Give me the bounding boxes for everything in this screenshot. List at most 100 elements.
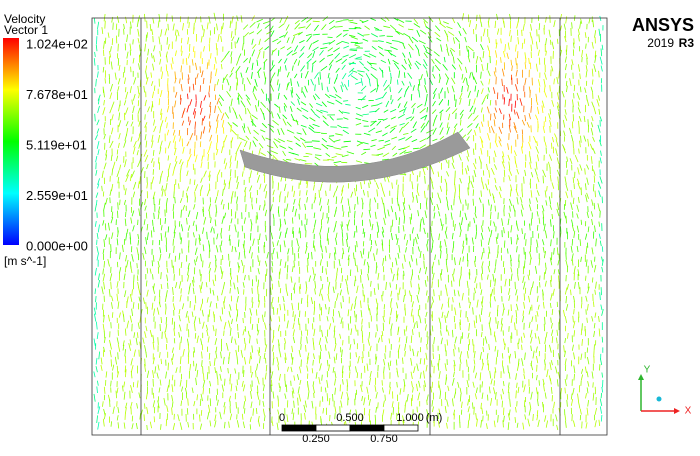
vector (200, 161, 203, 168)
vector (202, 244, 205, 252)
vector (426, 343, 428, 350)
vector (502, 365, 505, 374)
vector (390, 205, 394, 213)
vector (444, 231, 448, 239)
vector (425, 120, 430, 127)
vector (381, 243, 384, 252)
vector (300, 124, 307, 128)
vector (572, 177, 575, 183)
vector (219, 315, 222, 322)
vector (467, 165, 470, 171)
vector (137, 233, 140, 240)
vector (412, 192, 414, 198)
vector (515, 406, 517, 413)
vector (254, 78, 258, 87)
vector (420, 125, 426, 133)
vector (95, 296, 97, 303)
vector (550, 360, 553, 366)
vector (335, 185, 339, 192)
vector (589, 143, 593, 151)
vector (109, 343, 112, 350)
vector (234, 111, 238, 119)
vector (279, 231, 282, 239)
vector (418, 380, 421, 388)
vector (220, 56, 226, 63)
vector (348, 34, 356, 38)
vector (240, 349, 243, 358)
vector (279, 259, 282, 266)
vector (350, 75, 358, 81)
vector (182, 146, 185, 154)
vector (117, 142, 120, 149)
vector (208, 210, 211, 219)
vector (468, 297, 470, 303)
vector (111, 168, 114, 176)
vector (593, 323, 596, 329)
vector (495, 357, 497, 365)
vector (438, 354, 441, 360)
vector (96, 415, 98, 424)
vector (516, 295, 519, 302)
vector (295, 93, 301, 100)
vector (385, 281, 387, 290)
vector (566, 283, 569, 290)
vector (530, 44, 532, 52)
vector (294, 19, 300, 25)
vector (187, 93, 189, 100)
vector (259, 183, 262, 190)
vector (255, 105, 258, 112)
vector (236, 37, 240, 44)
vector (536, 410, 539, 416)
vector (202, 380, 206, 388)
vector (363, 142, 369, 145)
vector (270, 150, 278, 155)
vector (500, 394, 503, 400)
vector (439, 197, 442, 204)
vector (149, 329, 153, 338)
vector (130, 370, 133, 379)
vector (117, 230, 119, 238)
vector (383, 217, 386, 226)
vector (193, 347, 195, 353)
vector (572, 99, 574, 107)
vector (423, 358, 426, 365)
vector (250, 372, 253, 378)
vector (361, 356, 364, 364)
vector (308, 275, 311, 282)
vector (245, 135, 250, 140)
vector (293, 314, 296, 322)
vector (242, 317, 244, 324)
vector (441, 303, 444, 310)
vector (340, 84, 344, 93)
vector (131, 308, 133, 317)
vector (524, 62, 527, 70)
vector (213, 357, 216, 366)
vector (480, 419, 482, 428)
vector (513, 122, 517, 129)
vector (131, 415, 134, 422)
vector (249, 424, 252, 430)
vector (368, 209, 371, 218)
vector (430, 226, 432, 233)
vector (179, 324, 182, 332)
vector (499, 108, 502, 115)
vector (459, 322, 461, 331)
vector (244, 395, 246, 402)
vector (438, 408, 441, 416)
vector (475, 56, 479, 64)
vector (486, 163, 488, 170)
vector (132, 93, 136, 101)
vector (425, 311, 428, 317)
vector (291, 345, 294, 353)
vector (551, 308, 554, 316)
vector (250, 390, 252, 399)
vector (495, 317, 497, 324)
vector (493, 71, 496, 77)
vector (237, 332, 240, 339)
vector (438, 317, 441, 324)
vector (397, 103, 401, 109)
vector (439, 127, 444, 135)
vector (446, 126, 450, 135)
vector (577, 400, 581, 409)
vector (242, 329, 245, 336)
